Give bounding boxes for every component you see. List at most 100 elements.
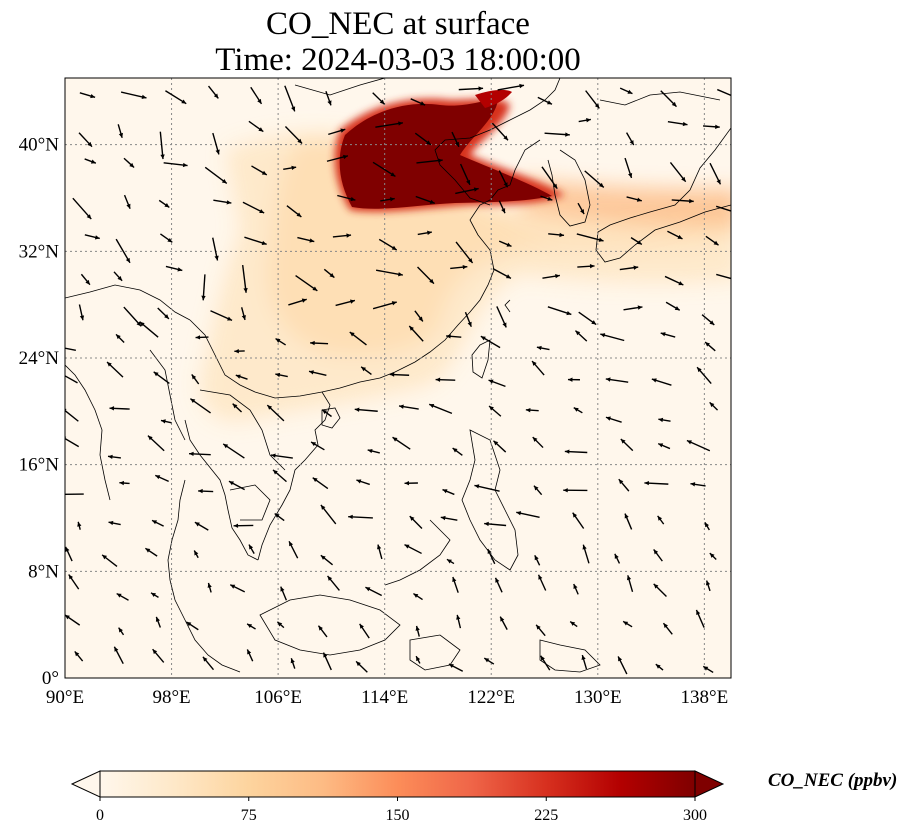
wind-arrow <box>494 577 503 593</box>
wind-arrow <box>77 521 82 530</box>
wind-arrow <box>229 584 246 593</box>
wind-arrow <box>620 438 634 452</box>
wind-arrow <box>308 370 327 377</box>
wind-arrow <box>68 574 80 590</box>
lat-tick-label: 32°N <box>19 241 60 262</box>
wind-arrow <box>413 592 423 601</box>
wind-arrow <box>117 124 123 139</box>
wind-arrow <box>113 646 124 665</box>
wind-arrow <box>123 194 131 210</box>
wind-arrow <box>435 377 456 382</box>
wind-arrow <box>201 274 206 301</box>
wind-arrow <box>705 235 719 246</box>
wind-arrow <box>415 195 435 204</box>
lon-tick-label: 106°E <box>254 687 302 708</box>
wind-arrow <box>189 451 211 457</box>
wind-arrow <box>78 132 93 148</box>
wind-arrow <box>542 274 560 279</box>
wind-arrow <box>573 407 583 414</box>
wind-arrow <box>614 553 621 564</box>
wind-arrow <box>658 417 671 423</box>
coastlines <box>65 78 731 673</box>
wind-arrow <box>456 614 462 629</box>
wind-arrow <box>625 132 635 146</box>
wind-arrow <box>525 407 539 413</box>
wind-arrow <box>251 165 268 176</box>
wind-arrow <box>415 655 421 664</box>
wind-arrow <box>492 267 512 279</box>
wind-arrow <box>660 90 677 108</box>
wind-arrow <box>154 474 169 482</box>
wind-arrow <box>325 90 332 106</box>
wind-arrow <box>497 83 525 91</box>
wind-arrow <box>72 197 92 220</box>
wind-arrow <box>354 407 378 412</box>
wind-arrow <box>284 85 296 112</box>
wind-arrow <box>547 306 572 316</box>
wind-arrow <box>415 625 420 637</box>
wind-arrow <box>487 548 496 565</box>
wind-arrow <box>442 488 455 496</box>
wind-arrow <box>534 554 541 566</box>
wind-arrow <box>690 482 706 487</box>
wind-arrow <box>320 554 334 566</box>
wind-arrow <box>417 230 432 236</box>
wind-arrow <box>450 264 468 270</box>
wind-arrow <box>667 121 688 127</box>
wind-arrow <box>600 333 625 342</box>
wind-arrow <box>375 121 403 128</box>
wind-arrow <box>246 623 256 630</box>
wind-arrow <box>78 304 85 321</box>
wind-arrow <box>389 372 410 377</box>
wind-arrow <box>365 586 383 597</box>
wind-arrow <box>464 311 472 327</box>
wind-arrow <box>367 448 380 454</box>
wind-arrow <box>152 648 165 663</box>
wind-arrow <box>280 586 288 601</box>
colorbar-ticks: 0 75 150 225 300 <box>96 797 707 824</box>
wind-arrow <box>705 580 711 592</box>
wind-arrow <box>159 131 165 160</box>
wind-arrow <box>623 305 643 311</box>
colorbar-tick-label: 150 <box>386 807 410 824</box>
wind-arrow <box>115 333 125 344</box>
wind-arrow <box>242 201 265 214</box>
wind-arrow <box>349 331 367 346</box>
wind-arrow <box>275 372 288 378</box>
lon-tick-label: 130°E <box>574 687 622 708</box>
wind-arrow <box>540 195 553 201</box>
wind-arrow <box>624 157 633 179</box>
wind-arrow <box>80 273 91 286</box>
wind-arrow <box>207 582 212 593</box>
wind-arrow <box>322 652 332 671</box>
wind-arrow <box>660 332 676 338</box>
wind-arrow <box>107 454 121 460</box>
wind-arrow <box>274 512 285 522</box>
map-title: CO_NEC at surface <box>266 6 530 42</box>
wind-arrow <box>533 485 543 496</box>
lon-tick-label: 114°E <box>361 687 408 708</box>
wind-arrow <box>498 170 509 188</box>
wind-arrow <box>619 265 639 271</box>
wind-arrow <box>440 515 458 521</box>
wind-arrow <box>657 515 665 525</box>
wind-arrow <box>119 480 130 486</box>
wind-arrow <box>701 314 715 326</box>
wind-arrow <box>414 132 432 146</box>
wind-arrow <box>270 453 293 459</box>
wind-arrow <box>286 205 302 218</box>
wind-arrow <box>276 621 285 629</box>
wind-arrow <box>320 504 337 525</box>
wind-arrow <box>348 514 373 520</box>
wind-arrow <box>360 366 372 376</box>
wind-arrow <box>651 378 672 386</box>
wind-arrow <box>250 86 263 105</box>
wind-arrow <box>65 375 78 384</box>
wind-arrow <box>213 199 232 205</box>
wind-arrow <box>626 575 634 592</box>
map-frame <box>64 77 732 679</box>
wind-arrow <box>572 512 585 529</box>
wind-arrow <box>272 469 287 483</box>
wind-arrow <box>695 609 705 628</box>
wind-arrow <box>189 398 211 414</box>
